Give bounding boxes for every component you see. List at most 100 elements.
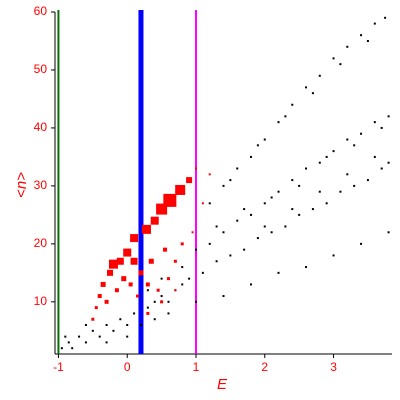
- point: [98, 335, 101, 338]
- point: [150, 216, 159, 225]
- point: [121, 276, 127, 282]
- point: [163, 193, 177, 207]
- point: [84, 324, 87, 327]
- point: [105, 341, 108, 344]
- point: [175, 184, 186, 195]
- point: [71, 347, 74, 350]
- point: [284, 115, 287, 118]
- point: [387, 231, 390, 234]
- point: [243, 248, 246, 251]
- point: [119, 318, 122, 321]
- point: [387, 115, 390, 118]
- y-tick-label: 30: [34, 178, 48, 192]
- point: [153, 318, 156, 321]
- point: [114, 288, 119, 293]
- point: [138, 270, 144, 276]
- point: [201, 271, 204, 274]
- point: [277, 121, 280, 124]
- point: [160, 277, 163, 280]
- point: [298, 184, 301, 187]
- point: [311, 92, 314, 95]
- point: [167, 300, 170, 303]
- point: [105, 324, 108, 327]
- point: [130, 234, 139, 243]
- point: [346, 45, 349, 48]
- point: [84, 341, 87, 344]
- y-tick-label: 20: [34, 236, 48, 250]
- point: [146, 289, 149, 292]
- point: [339, 190, 342, 193]
- point: [148, 258, 154, 264]
- point: [346, 138, 349, 141]
- point: [360, 242, 363, 245]
- point: [146, 306, 149, 309]
- point: [126, 335, 129, 338]
- point: [160, 300, 164, 304]
- point: [270, 231, 273, 234]
- point: [146, 311, 150, 315]
- y-axis-label: <n>: [13, 172, 30, 198]
- point: [108, 259, 118, 269]
- point: [208, 202, 211, 205]
- point: [174, 289, 177, 292]
- point: [67, 341, 70, 344]
- point: [291, 103, 294, 106]
- point: [305, 167, 308, 170]
- point: [256, 237, 259, 240]
- point: [156, 203, 168, 215]
- point: [366, 39, 369, 42]
- point: [126, 324, 129, 327]
- point: [133, 312, 136, 315]
- point: [305, 266, 308, 269]
- point: [353, 184, 356, 187]
- point: [166, 277, 170, 281]
- point: [332, 57, 335, 60]
- point: [141, 224, 151, 234]
- point: [373, 155, 376, 158]
- point: [380, 126, 383, 129]
- y-tick-label: 40: [34, 120, 48, 134]
- point: [100, 281, 106, 287]
- point: [215, 260, 218, 263]
- point: [160, 295, 163, 298]
- point: [194, 167, 197, 170]
- point: [298, 213, 301, 216]
- point: [222, 184, 225, 187]
- point: [116, 257, 124, 265]
- point: [156, 288, 160, 292]
- point: [91, 317, 95, 321]
- point: [366, 179, 369, 182]
- point: [373, 121, 376, 124]
- point: [263, 202, 266, 205]
- point: [256, 144, 259, 147]
- point: [291, 208, 294, 211]
- y-tick-label: 60: [34, 4, 48, 18]
- point: [339, 63, 342, 66]
- point: [180, 242, 184, 246]
- point: [222, 231, 225, 234]
- point: [167, 312, 170, 315]
- point: [188, 277, 191, 280]
- y-tick-label: 50: [34, 62, 48, 76]
- point: [236, 219, 239, 222]
- point: [380, 167, 383, 170]
- point: [325, 202, 328, 205]
- point: [353, 144, 356, 147]
- point: [250, 155, 253, 158]
- point: [311, 208, 314, 211]
- point: [91, 329, 94, 332]
- point: [284, 225, 287, 228]
- x-tick-label: 1: [193, 360, 200, 374]
- y-tick-label: 10: [34, 294, 48, 308]
- point: [186, 177, 193, 184]
- point: [128, 282, 133, 287]
- point: [360, 132, 363, 135]
- point: [94, 306, 98, 310]
- point: [163, 247, 168, 252]
- point: [107, 269, 114, 276]
- point: [215, 225, 218, 228]
- point: [60, 347, 63, 350]
- x-tick-label: 2: [261, 360, 268, 374]
- point: [250, 213, 253, 216]
